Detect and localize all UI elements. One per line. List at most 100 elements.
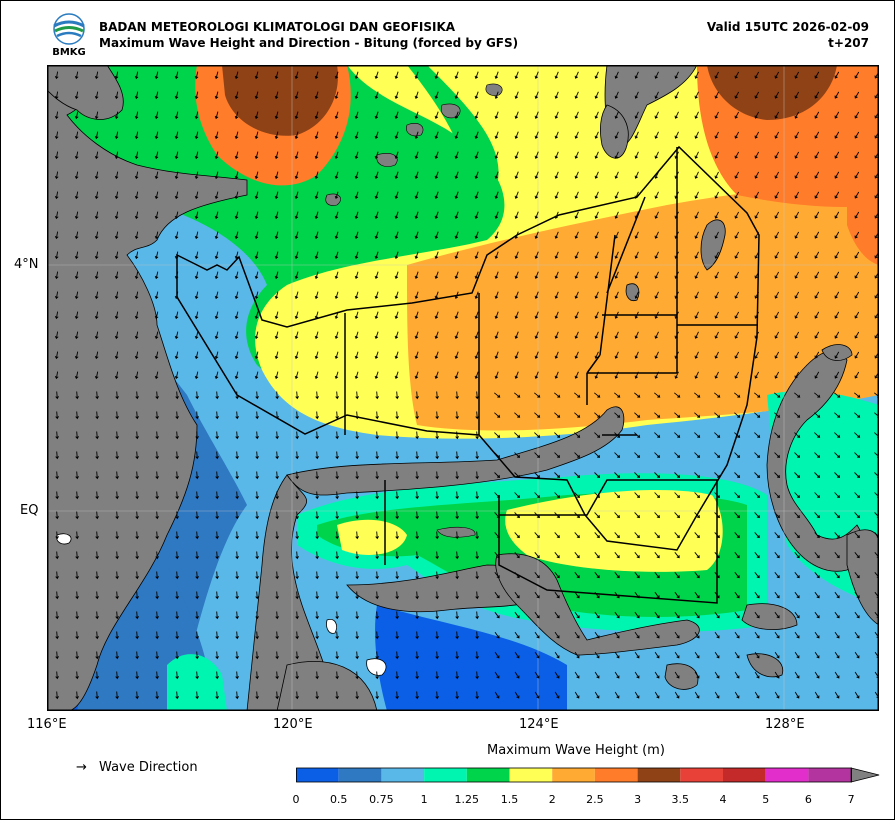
wave-arrow — [574, 371, 579, 379]
wave-arrow — [194, 271, 199, 280]
wave-arrow — [95, 411, 99, 420]
wave-arrow — [654, 532, 660, 539]
wave-arrow — [594, 331, 599, 339]
wave-arrow — [154, 171, 159, 180]
wave-arrow — [734, 191, 739, 199]
wave-arrow — [554, 331, 559, 339]
wave-arrow — [315, 631, 319, 640]
band-green-sw — [167, 654, 227, 711]
wave-arrow — [195, 531, 199, 540]
wave-arrow — [574, 432, 581, 438]
wave-arrow — [634, 271, 639, 279]
wave-arrow — [254, 111, 259, 120]
wave-arrow — [494, 412, 501, 418]
wave-arrow — [814, 512, 820, 519]
wave-arrow — [455, 571, 459, 580]
wave-arrow — [394, 351, 399, 360]
wave-arrow — [394, 331, 399, 340]
wave-arrow — [194, 91, 199, 100]
wave-arrow — [215, 691, 219, 700]
wave-arrow — [175, 491, 179, 500]
wave-arrow — [714, 392, 721, 398]
wave-arrow — [55, 411, 59, 420]
wave-arrow — [374, 91, 379, 100]
wave-arrow — [74, 111, 79, 120]
wave-arrow — [714, 432, 721, 438]
wave-arrow — [375, 651, 379, 660]
wave-arrow — [674, 412, 681, 418]
wave-arrow — [714, 171, 719, 179]
wave-arrow — [54, 211, 59, 220]
wave-arrow — [794, 171, 799, 179]
colorbar-segment — [338, 768, 382, 782]
wave-arrow — [274, 311, 279, 320]
wave-arrow — [314, 351, 319, 360]
wave-arrow — [114, 71, 119, 80]
wave-arrow — [274, 211, 279, 220]
wave-arrow — [335, 591, 339, 600]
wave-arrow — [534, 611, 540, 619]
wave-arrow — [694, 532, 700, 539]
wave-arrow — [274, 131, 279, 140]
wave-arrow — [794, 452, 801, 458]
wave-arrow — [534, 311, 539, 320]
wave-arrow — [354, 271, 359, 280]
wave-arrow — [275, 451, 279, 460]
wave-arrow — [75, 611, 79, 620]
wave-arrow — [95, 471, 99, 480]
wave-arrow — [694, 371, 699, 379]
wave-arrow — [474, 271, 479, 280]
wave-arrow — [654, 251, 659, 259]
wave-arrow — [514, 651, 520, 659]
wave-arrow — [435, 571, 439, 580]
wave-arrow — [714, 251, 719, 259]
wave-arrow — [295, 591, 299, 600]
wave-arrow — [314, 231, 319, 240]
colorbar-tick-label: 2 — [548, 793, 556, 806]
wave-arrow — [295, 391, 299, 400]
wave-arrow — [54, 91, 59, 100]
wave-arrow — [514, 351, 519, 360]
wave-arrow — [255, 391, 259, 400]
wave-arrow — [434, 191, 439, 200]
wave-arrow — [654, 211, 659, 219]
wave-arrow — [554, 572, 560, 579]
wave-arrow — [314, 251, 319, 260]
wave-arrow — [834, 151, 840, 159]
wave-arrow — [774, 311, 779, 319]
wave-arrow — [614, 171, 619, 179]
wave-arrow — [195, 651, 199, 660]
wave-arrow — [754, 631, 760, 639]
wave-arrow — [54, 151, 59, 160]
wave-arrow — [294, 191, 299, 200]
colorbar-segment — [509, 768, 553, 782]
wave-arrow — [574, 251, 579, 259]
wave-arrow — [135, 611, 139, 620]
wave-arrow — [614, 651, 620, 659]
wave-arrow — [674, 111, 679, 119]
wave-arrow — [335, 631, 339, 640]
wave-arrow — [534, 171, 539, 180]
land-white-island-3 — [56, 533, 72, 545]
wave-arrow — [214, 371, 219, 380]
wave-arrow — [554, 111, 559, 119]
wave-arrow — [115, 491, 119, 500]
wave-arrow — [674, 651, 680, 659]
wave-arrow — [154, 151, 159, 160]
wave-arrow — [534, 131, 539, 140]
wave-arrow — [594, 412, 601, 418]
wave-arrow — [135, 451, 139, 460]
wave-arrow — [554, 392, 561, 398]
wave-arrow — [295, 451, 299, 460]
wave-arrow — [674, 392, 681, 398]
wave-arrow — [54, 351, 59, 360]
wave-arrow — [75, 691, 79, 700]
wave-arrow — [594, 111, 599, 119]
wave-arrow — [55, 511, 59, 520]
wave-arrow — [95, 671, 99, 680]
wave-arrow — [854, 472, 861, 479]
wave-arrow — [634, 151, 639, 159]
wave-arrow — [414, 91, 419, 100]
wave-arrow — [374, 371, 379, 380]
wave-arrow — [694, 151, 699, 159]
